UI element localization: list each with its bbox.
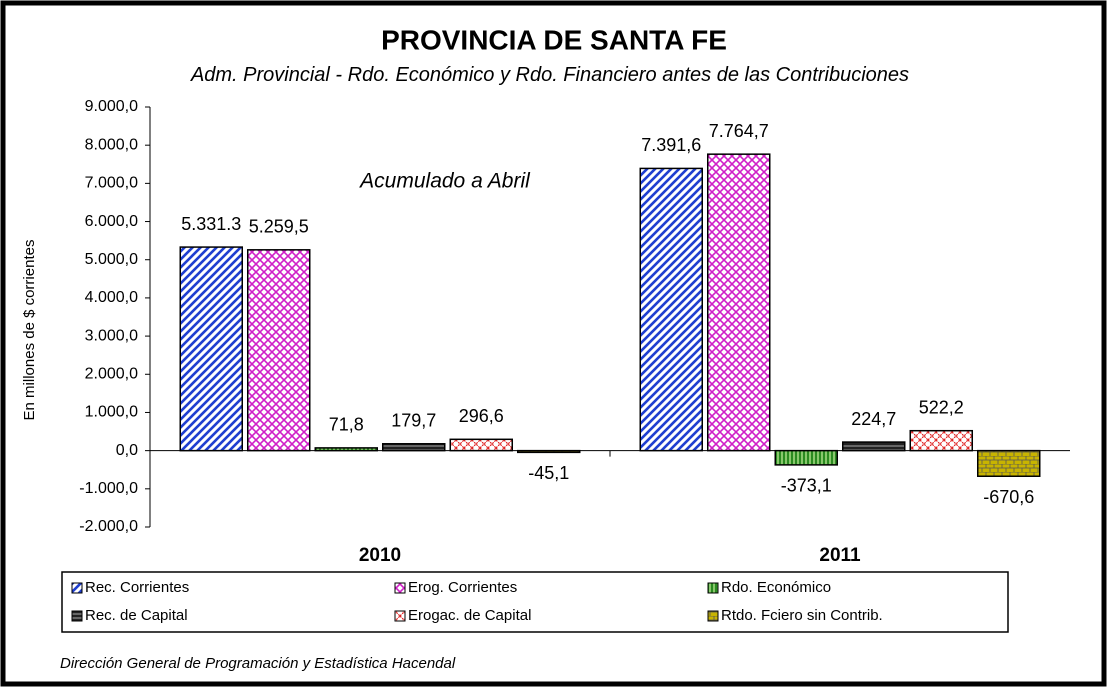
bar — [909, 429, 973, 452]
y-tick-label: 7.000,0 — [85, 175, 138, 192]
legend-swatch — [71, 610, 83, 622]
y-tick-label: 4.000,0 — [85, 289, 138, 306]
value-label: 5.331.3 — [181, 214, 241, 234]
footer: Dirección General de Programación y Esta… — [60, 655, 456, 672]
legend-label: Rec. de Capital — [85, 607, 188, 624]
legend-swatch — [394, 610, 406, 622]
y-tick-label: 5.000,0 — [85, 251, 138, 268]
value-label: 522,2 — [919, 397, 964, 417]
chart-title: PROVINCIA DE SANTA FE — [381, 24, 727, 55]
value-label: 296,6 — [459, 406, 504, 426]
annotation: Acumulado a Abril — [358, 170, 531, 193]
legend-swatch — [707, 582, 719, 594]
y-axis-label: En millones de $ corrientes — [21, 240, 38, 421]
legend-label: Rtdo. Fciero sin Contrib. — [721, 607, 883, 624]
y-tick-label: 9.000,0 — [85, 98, 138, 115]
y-tick-label: 8.000,0 — [85, 136, 138, 153]
y-tick-label: 0,0 — [116, 442, 138, 459]
bar — [314, 447, 378, 452]
y-tick-label: 2.000,0 — [85, 365, 138, 382]
bar — [977, 449, 1041, 477]
value-label: -373,1 — [781, 476, 832, 496]
bar — [774, 449, 838, 466]
legend-label: Rdo. Económico — [721, 579, 831, 596]
bar — [517, 449, 581, 454]
value-label: 7.391,6 — [641, 135, 701, 155]
bar — [707, 153, 771, 452]
value-label: 179,7 — [391, 411, 436, 431]
value-label: 5.259,5 — [249, 217, 309, 237]
legend-swatch — [394, 582, 406, 594]
bar — [382, 443, 446, 452]
value-label: -670,6 — [983, 487, 1034, 507]
legend-label: Erog. Corrientes — [408, 579, 517, 596]
x-tick-label: 2011 — [819, 545, 861, 566]
legend-label: Erogac. de Capital — [408, 607, 531, 624]
bar — [247, 249, 311, 452]
bar — [449, 438, 513, 452]
y-tick-label: 3.000,0 — [85, 327, 138, 344]
x-tick-label: 2010 — [359, 545, 401, 566]
subtitle: Adm. Provincial - Rdo. Económico y Rdo. … — [190, 64, 910, 86]
legend-swatch — [707, 610, 719, 622]
legend-swatch — [71, 582, 83, 594]
value-label: 7.764,7 — [709, 121, 769, 141]
bar — [639, 167, 703, 452]
value-label: 71,8 — [329, 415, 364, 435]
y-tick-label: -2.000,0 — [79, 518, 138, 535]
legend-box — [61, 571, 1009, 633]
y-tick-label: 6.000,0 — [85, 213, 138, 230]
legend-label: Rec. Corrientes — [85, 579, 189, 596]
bar — [842, 441, 906, 452]
value-label: -45,1 — [528, 463, 569, 483]
y-tick-label: -1.000,0 — [79, 480, 138, 497]
bar — [179, 246, 243, 452]
value-label: 224,7 — [851, 409, 896, 429]
y-tick-label: 1.000,0 — [85, 404, 138, 421]
